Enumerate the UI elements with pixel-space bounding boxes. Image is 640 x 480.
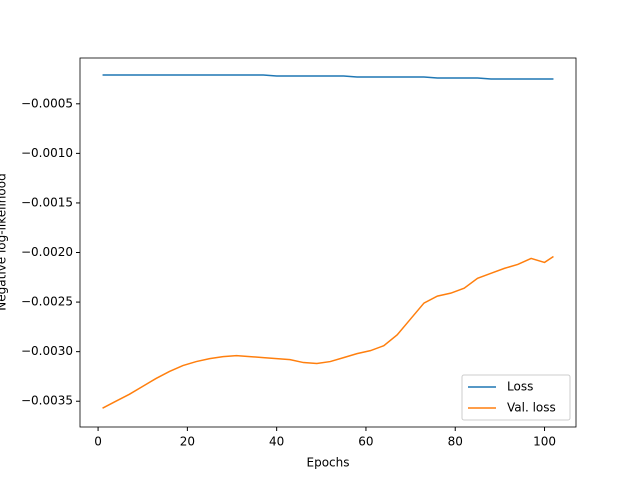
x-tick-label: 60 [358, 435, 373, 449]
line [102, 255, 554, 409]
y-tick-label: −0.0020 [21, 245, 73, 259]
x-tick-label: 0 [94, 435, 102, 449]
y-tick-label: −0.0010 [21, 146, 73, 160]
x-tick-label: 100 [533, 435, 556, 449]
x-tick-label: 40 [269, 435, 284, 449]
x-tick-label: 20 [180, 435, 195, 449]
x-axis-label: Epochs [307, 456, 350, 470]
y-tick-label: −0.0030 [21, 344, 73, 358]
legend-label: Val. loss [507, 401, 556, 415]
y-tick-label: −0.0005 [21, 96, 73, 110]
x-tick-label: 80 [448, 435, 463, 449]
y-tick-label: −0.0015 [21, 195, 73, 209]
y-tick-label: −0.0035 [21, 394, 73, 408]
line [102, 74, 554, 80]
y-tick-label: −0.0025 [21, 295, 73, 309]
legend-label: Loss [507, 380, 533, 394]
y-axis-label: Negative log-likelihood [0, 173, 9, 310]
axes-frame [79, 57, 577, 428]
